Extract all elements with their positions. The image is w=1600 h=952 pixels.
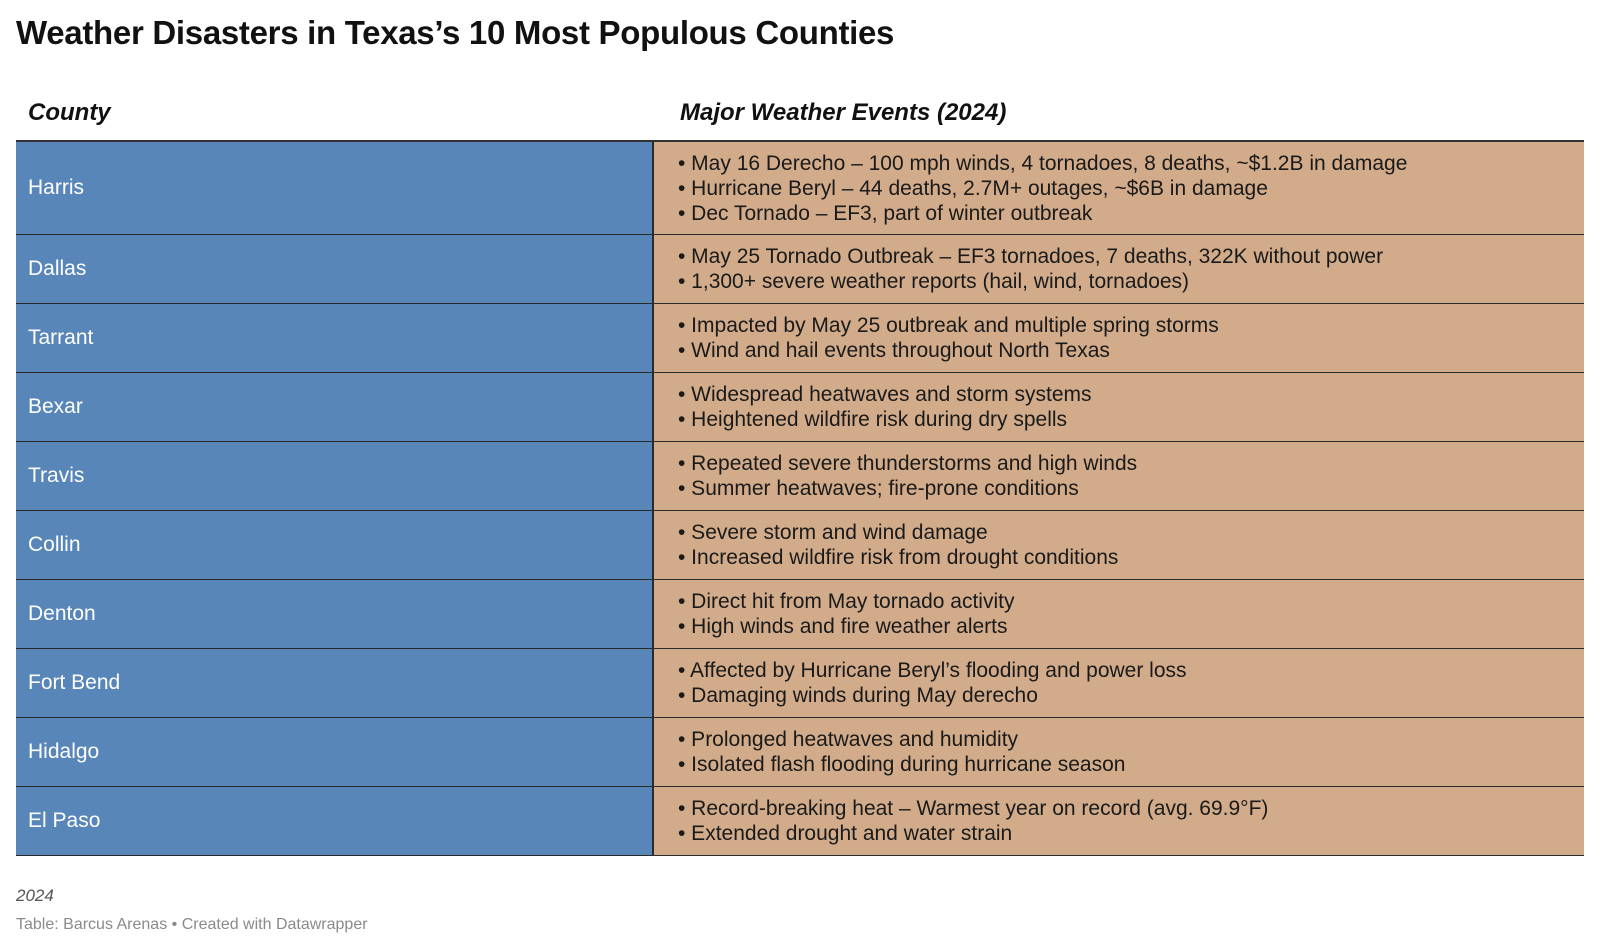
county-cell: Dallas xyxy=(16,235,654,303)
table-row: Travis • Repeated severe thunderstorms an… xyxy=(16,442,1584,511)
event-item: • High winds and fire weather alerts xyxy=(678,615,1008,638)
event-item: • Heightened wildfire risk during dry sp… xyxy=(678,408,1068,431)
event-item: • Repeated severe thunderstorms and high… xyxy=(678,452,1138,475)
table-body: Harris • May 16 Derecho – 100 mph winds, … xyxy=(16,142,1584,856)
event-item: • May 16 Derecho – 100 mph winds, 4 torn… xyxy=(678,151,1408,175)
county-cell: Travis xyxy=(16,442,654,510)
event-item: • Isolated flash flooding during hurrica… xyxy=(678,753,1126,776)
county-cell: El Paso xyxy=(16,787,654,855)
county-cell: Fort Bend xyxy=(16,649,654,717)
table-row: Bexar • Widespread heatwaves and storm sy… xyxy=(16,373,1584,442)
county-cell: Hidalgo xyxy=(16,718,654,786)
event-item: • Summer heatwaves; fire-prone condition… xyxy=(678,477,1079,500)
event-item: • Damaging winds during May derecho xyxy=(678,684,1038,707)
events-cell: • Severe storm and wind damage • Increase… xyxy=(654,511,1584,579)
events-cell: • May 16 Derecho – 100 mph winds, 4 torn… xyxy=(654,142,1584,234)
event-item: • Direct hit from May tornado activity xyxy=(678,590,1015,613)
footer-note: 2024 xyxy=(16,886,54,905)
table-row: Harris • May 16 Derecho – 100 mph winds, … xyxy=(16,142,1584,235)
table-row: Tarrant • Impacted by May 25 outbreak and… xyxy=(16,304,1584,373)
weather-table: County Major Weather Events (2024) Harri… xyxy=(16,92,1584,856)
county-cell: Harris xyxy=(16,142,654,234)
table-row: Collin • Severe storm and wind damage • In… xyxy=(16,511,1584,580)
events-cell: • Impacted by May 25 outbreak and multip… xyxy=(654,304,1584,372)
event-item: • May 25 Tornado Outbreak – EF3 tornadoe… xyxy=(678,245,1384,268)
table-row: Hidalgo • Prolonged heatwaves and humidit… xyxy=(16,718,1584,787)
event-item: • Widespread heatwaves and storm systems xyxy=(678,383,1092,406)
event-item: • Affected by Hurricane Beryl’s flooding… xyxy=(678,659,1187,682)
events-cell: • Record-breaking heat – Warmest year on… xyxy=(654,787,1584,855)
county-cell: Bexar xyxy=(16,373,654,441)
table-row: Dallas • May 25 Tornado Outbreak – EF3 to… xyxy=(16,235,1584,304)
county-cell: Tarrant xyxy=(16,304,654,372)
event-item: • Dec Tornado – EF3, part of winter outb… xyxy=(678,201,1093,225)
table-header: County Major Weather Events (2024) xyxy=(16,92,1584,142)
page-title: Weather Disasters in Texas’s 10 Most Pop… xyxy=(16,14,895,51)
event-item: • Extended drought and water strain xyxy=(678,822,1013,845)
events-cell: • Widespread heatwaves and storm systems… xyxy=(654,373,1584,441)
events-cell: • Prolonged heatwaves and humidity • Isol… xyxy=(654,718,1584,786)
table-row: Denton • Direct hit from May tornado acti… xyxy=(16,580,1584,649)
events-column-header: Major Weather Events (2024) xyxy=(680,99,1007,126)
table-row: El Paso • Record-breaking heat – Warmest … xyxy=(16,787,1584,856)
event-item: • Severe storm and wind damage xyxy=(678,521,988,544)
event-item: • Impacted by May 25 outbreak and multip… xyxy=(678,314,1219,337)
events-cell: • Affected by Hurricane Beryl’s flooding… xyxy=(654,649,1584,717)
event-item: • Hurricane Beryl – 44 deaths, 2.7M+ out… xyxy=(678,176,1268,200)
event-item: • Wind and hail events throughout North … xyxy=(678,339,1110,362)
county-cell: Denton xyxy=(16,580,654,648)
table-row: Fort Bend • Affected by Hurricane Beryl’s… xyxy=(16,649,1584,718)
event-item: • 1,300+ severe weather reports (hail, w… xyxy=(678,270,1190,293)
events-cell: • May 25 Tornado Outbreak – EF3 tornadoe… xyxy=(654,235,1584,303)
events-cell: • Direct hit from May tornado activity • … xyxy=(654,580,1584,648)
event-item: • Prolonged heatwaves and humidity xyxy=(678,728,1019,751)
footer-source: Table: Barcus Arenas • Created with Data… xyxy=(16,916,368,933)
county-cell: Collin xyxy=(16,511,654,579)
events-cell: • Repeated severe thunderstorms and high… xyxy=(654,442,1584,510)
county-column-header: County xyxy=(28,99,111,126)
event-item: • Record-breaking heat – Warmest year on… xyxy=(678,797,1269,820)
event-item: • Increased wildfire risk from drought c… xyxy=(678,546,1119,569)
